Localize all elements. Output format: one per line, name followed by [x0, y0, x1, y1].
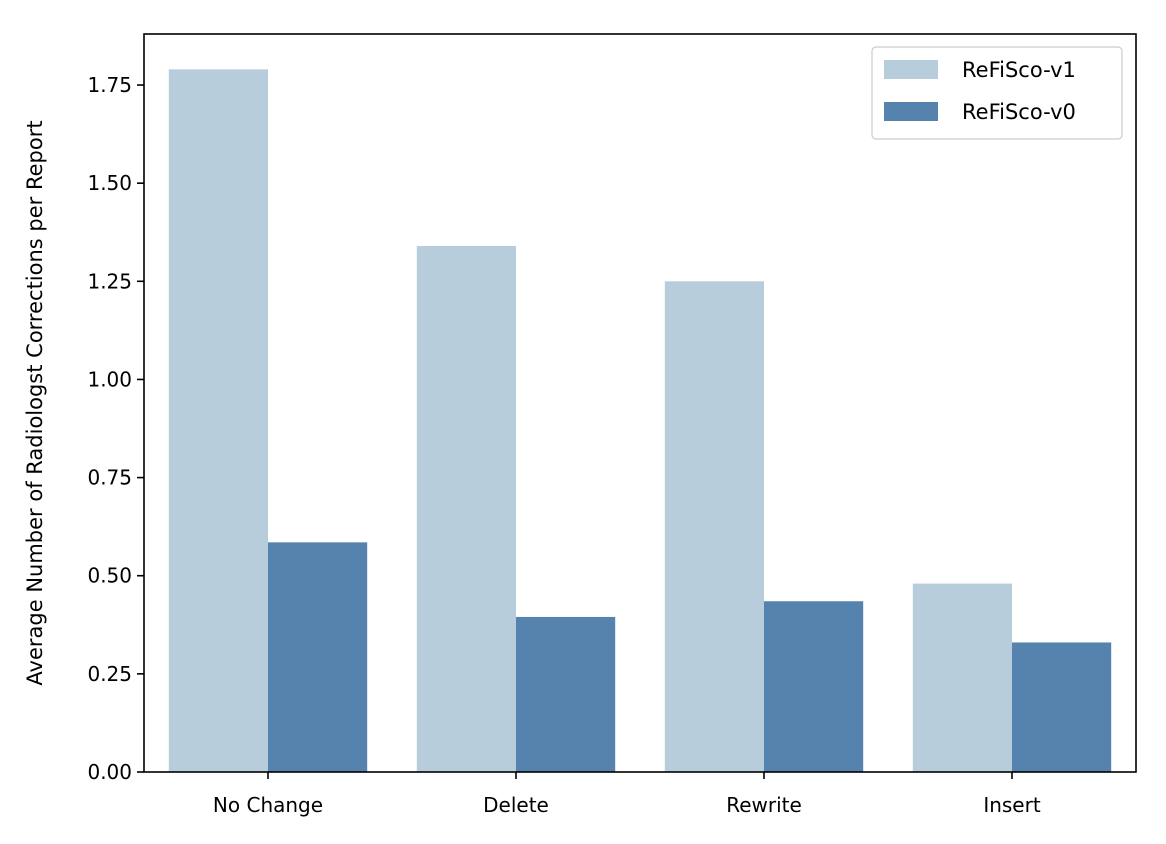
y-axis-title: Average Number of Radiologst Corrections…	[23, 120, 47, 685]
y-tick-label: 1.75	[87, 73, 132, 97]
y-tick-label: 0.75	[87, 466, 132, 490]
bars-group	[168, 69, 1112, 773]
x-axis: No Change Delete Rewrite Insert	[213, 772, 1041, 817]
legend-swatch	[884, 60, 938, 79]
y-axis: 0.00 0.25 0.50 0.75 1.00 1.25 1.50 1.75	[87, 73, 144, 784]
y-tick-label: 1.25	[87, 269, 132, 293]
x-tick-label: No Change	[213, 793, 323, 817]
bar-refisco-v1-insert	[912, 583, 1012, 772]
y-tick-label: 0.25	[87, 662, 132, 686]
bar-refisco-v0-rewrite	[764, 601, 864, 772]
legend-label: ReFiSco-v0	[962, 100, 1076, 124]
y-tick-label: 1.50	[87, 171, 132, 195]
plot-frame	[143, 33, 1137, 773]
legend: ReFiSco-v1 ReFiSco-v0	[871, 46, 1123, 140]
bar-refisco-v1-rewrite	[664, 281, 764, 772]
bar-refisco-v0-delete	[516, 616, 616, 772]
y-tick-label: 0.00	[87, 760, 132, 784]
bar-refisco-v0-insert	[1012, 642, 1112, 772]
bar-refisco-v1-no-change	[168, 69, 268, 773]
x-tick-label: Delete	[483, 793, 549, 817]
y-tick-label: 1.00	[87, 367, 132, 391]
legend-label: ReFiSco-v1	[962, 58, 1076, 82]
x-tick-label: Rewrite	[726, 793, 802, 817]
legend-swatch	[884, 102, 938, 121]
bar-refisco-v1-delete	[416, 245, 516, 772]
bar-refisco-v0-no-change	[268, 542, 368, 772]
x-tick-label: Insert	[983, 793, 1041, 817]
y-tick-label: 0.50	[87, 564, 132, 588]
